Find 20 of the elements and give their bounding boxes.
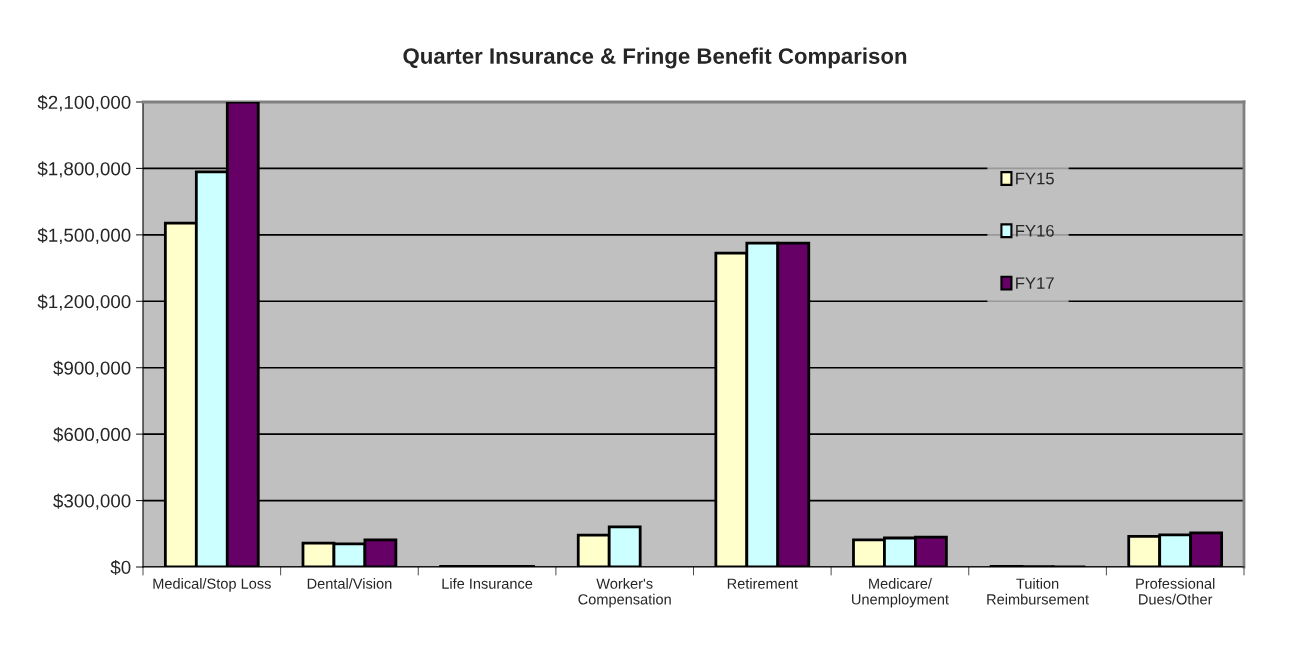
chart-title: Quarter Insurance & Fringe Benefit Comparison	[403, 47, 907, 69]
y-tick-label: $0	[110, 559, 131, 576]
legend-label: FY16	[1016, 224, 1054, 237]
y-tick-label: $600,000	[53, 427, 131, 444]
y-tick-label: $1,800,000	[37, 161, 131, 178]
x-tick-label: Medical/Stop Loss	[153, 578, 271, 592]
x-tick-label: Dental/Vision	[307, 578, 392, 589]
y-tick-label: $900,000	[53, 360, 131, 377]
y-tick-label: $2,100,000	[37, 94, 131, 112]
x-tick-label: Professional Dues/Other	[1136, 578, 1215, 605]
y-tick-label: $300,000	[53, 493, 131, 510]
x-tick-label: Medicare/ Unemployment	[852, 578, 949, 608]
x-tick-label: Tuition Reimbursement	[987, 578, 1089, 605]
y-tick-label: $1,500,000	[37, 227, 131, 245]
y-tick-label: $1,200,000	[37, 294, 131, 311]
x-tick-label: Worker's Compensation	[578, 578, 671, 608]
x-tick-label: Life Insurance	[442, 578, 533, 589]
legend-label: FY17	[1016, 277, 1054, 289]
legend-label: FY15	[1016, 172, 1054, 185]
x-tick-label: Retirement	[727, 578, 798, 589]
